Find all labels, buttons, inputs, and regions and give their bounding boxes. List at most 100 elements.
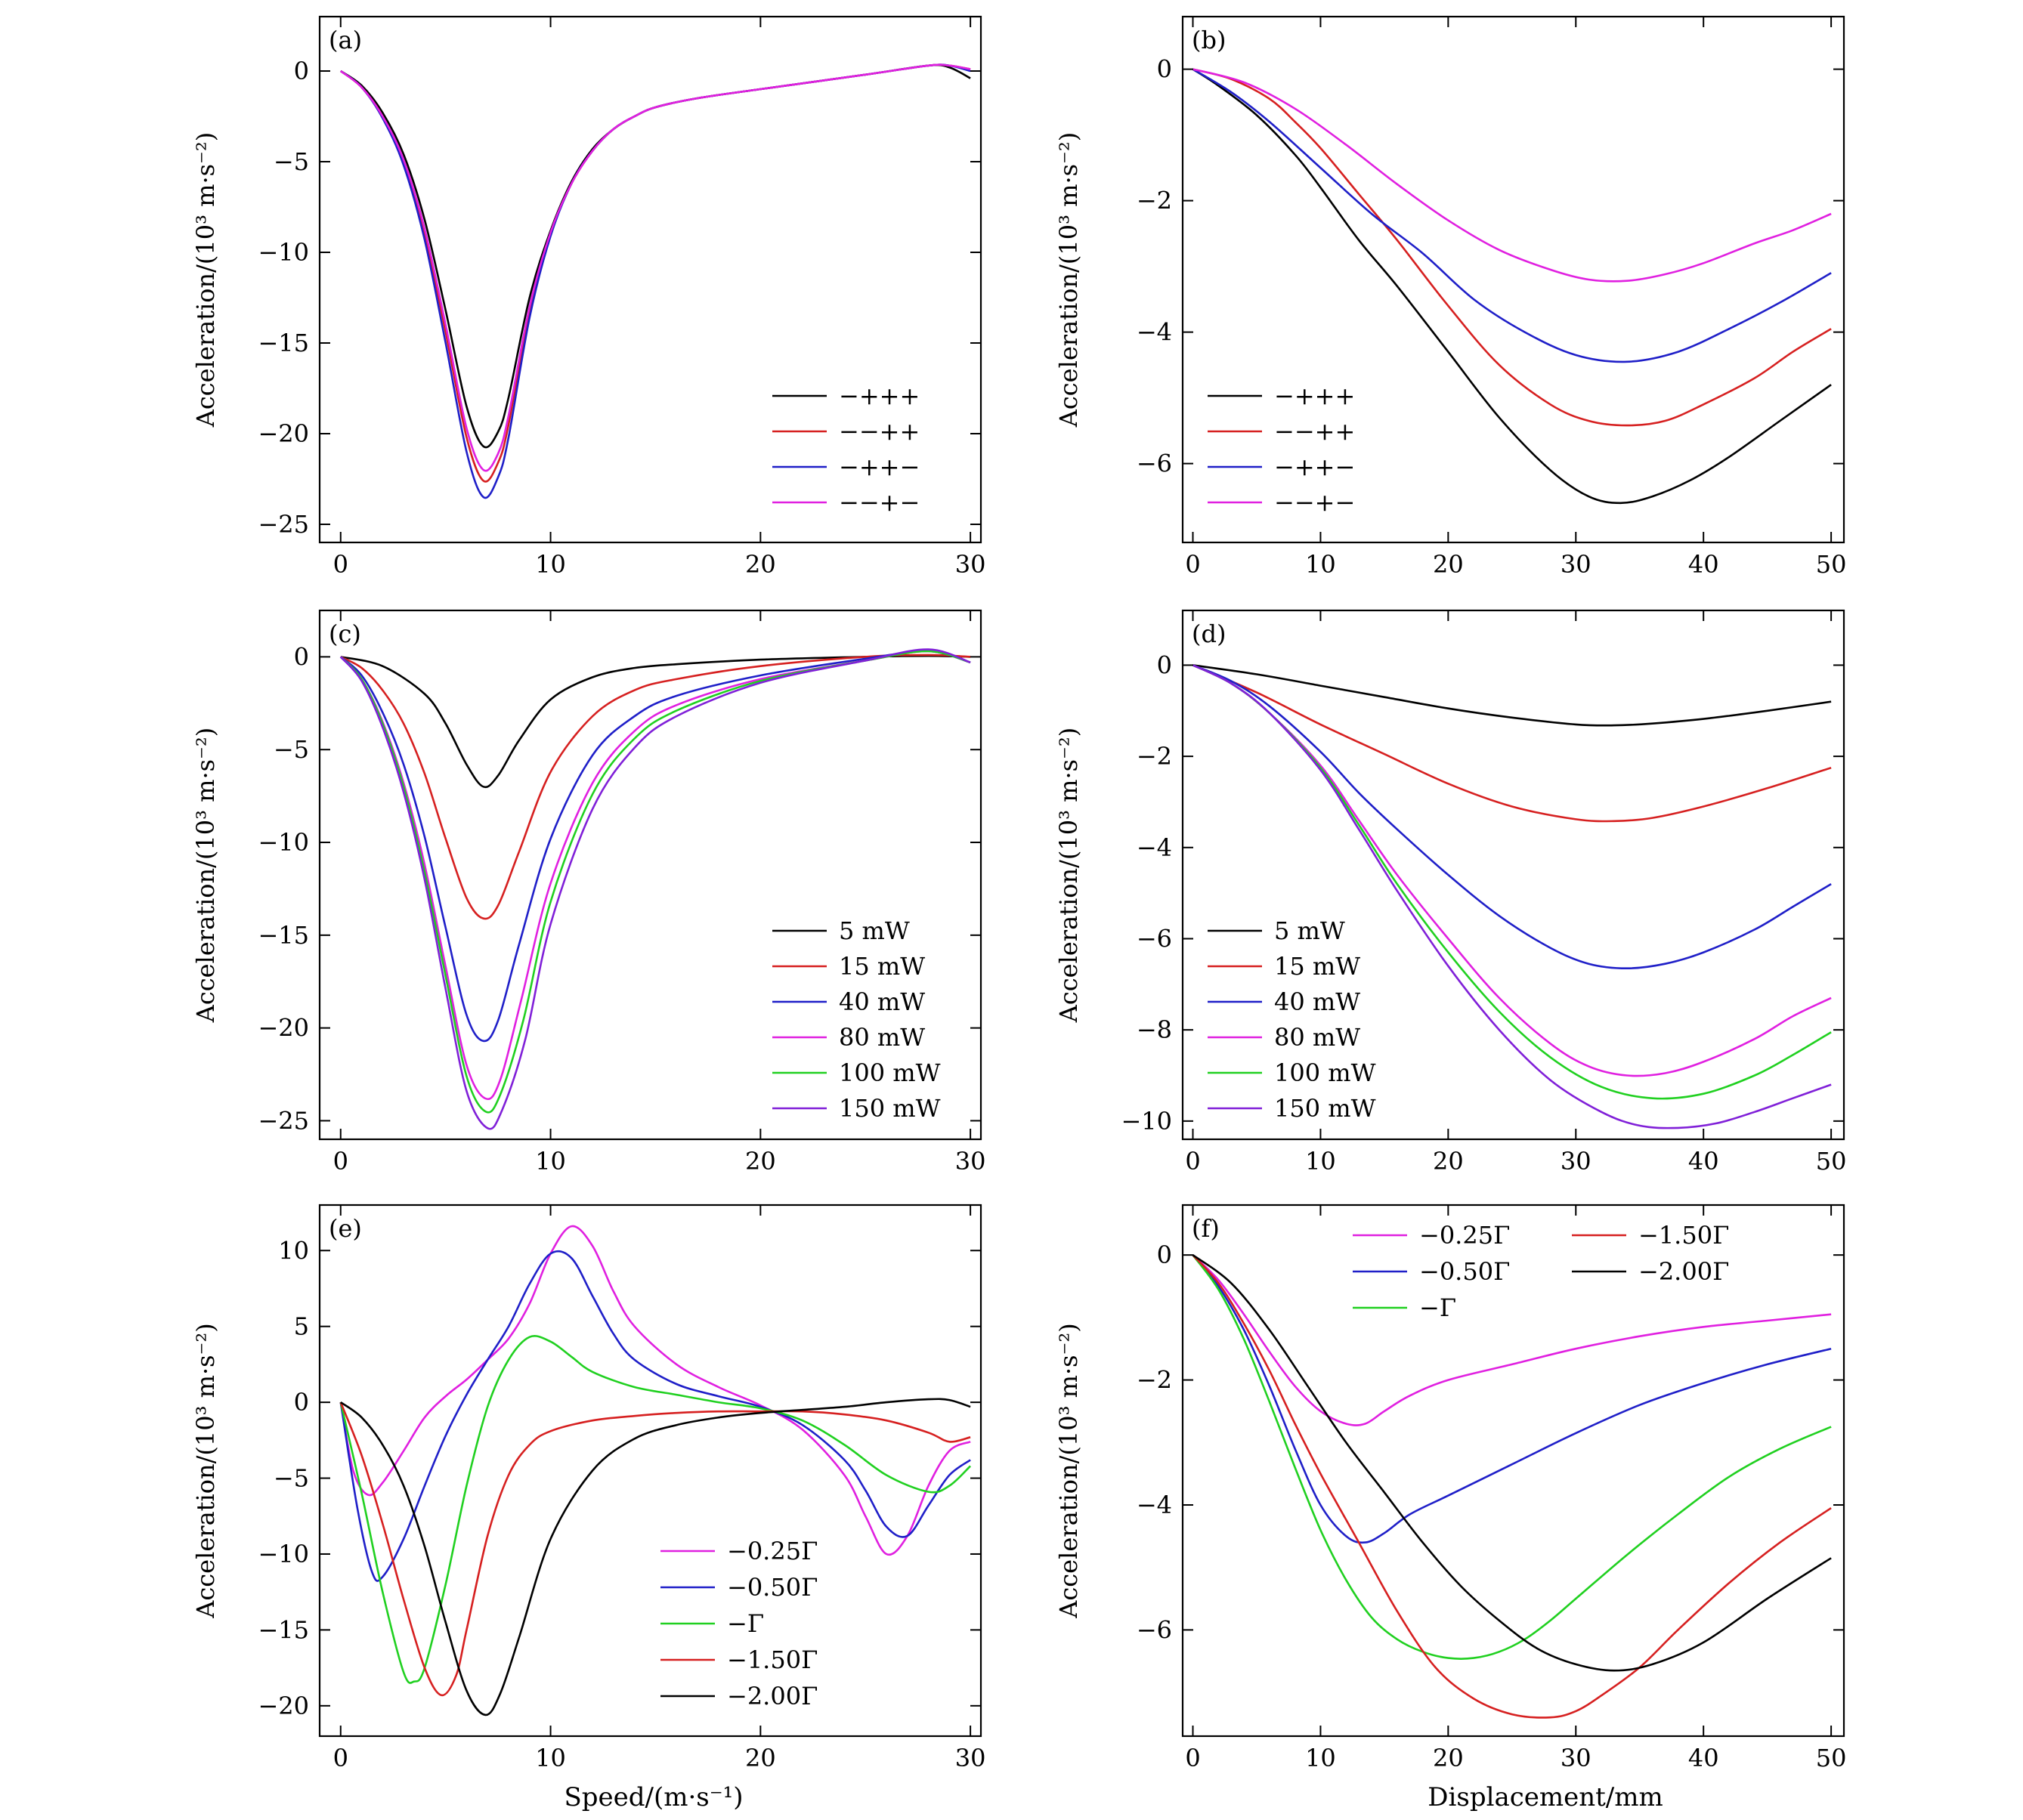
legend-entry: −+++ bbox=[839, 382, 920, 410]
y-tick-label: −20 bbox=[258, 419, 309, 448]
y-axis-label: Acceleration/(10³ m·s⁻²) bbox=[1054, 132, 1083, 428]
y-tick-label: −20 bbox=[258, 1014, 309, 1043]
legend-entry: −0.25Γ bbox=[1419, 1221, 1510, 1250]
y-tick-label: −2 bbox=[1137, 742, 1172, 771]
legend-entry: 40 mW bbox=[839, 987, 925, 1016]
y-tick-label: −5 bbox=[274, 735, 309, 764]
series-line-e-2 bbox=[339, 1335, 972, 1684]
x-tick-label: 30 bbox=[955, 550, 986, 579]
series-line-c-1 bbox=[340, 654, 971, 920]
panel-label: (c) bbox=[329, 620, 361, 648]
legend-entry: −−+− bbox=[1274, 488, 1355, 517]
y-tick-label: 0 bbox=[294, 57, 309, 85]
y-tick-label: −4 bbox=[1137, 833, 1172, 862]
series-line-f-0 bbox=[1192, 1254, 1832, 1426]
legend-entry: 80 mW bbox=[1274, 1023, 1360, 1052]
y-tick-label: −8 bbox=[1137, 1015, 1172, 1044]
y-tick-label: −15 bbox=[258, 1615, 309, 1644]
legend-entry: −0.25Γ bbox=[727, 1537, 818, 1565]
panel-f: 0 10 20 30 40 50 0 −2 −4 −6 Acceleration/(10³ m·s⁻… bbox=[1054, 1204, 1846, 1772]
y-tick-label: 0 bbox=[294, 642, 309, 671]
series-line-c-4 bbox=[339, 650, 971, 1114]
legend-entry: −−++ bbox=[1274, 417, 1355, 446]
series-line-c-2 bbox=[339, 650, 971, 1043]
series-line-e-4 bbox=[340, 1398, 971, 1716]
y-tick-label: −15 bbox=[258, 329, 309, 357]
series-line-e-1 bbox=[339, 1250, 971, 1582]
x-tick-label: 40 bbox=[1688, 1147, 1719, 1176]
panel-b: 0 10 20 30 40 50 0 −2 −4 −6 Acceleration/(10³ m·s⁻… bbox=[1054, 15, 1847, 579]
legend: −+++ −−++ −++− −−+− bbox=[1208, 382, 1355, 517]
panel-label: (f) bbox=[1192, 1214, 1220, 1243]
y-tick-label: 0 bbox=[1157, 1241, 1172, 1269]
y-tick-label: −5 bbox=[274, 147, 309, 176]
series-group bbox=[1192, 664, 1832, 1129]
panel-label: (b) bbox=[1192, 26, 1226, 54]
series-line-d-5 bbox=[1192, 664, 1832, 1129]
panel-label: (a) bbox=[329, 26, 362, 54]
x-tick-label: 30 bbox=[1561, 1744, 1591, 1772]
series-line-f-4 bbox=[1192, 1254, 1832, 1672]
series-line-b-2 bbox=[1192, 68, 1832, 363]
y-tick-label: 5 bbox=[294, 1312, 309, 1341]
y-tick-label: −2 bbox=[1137, 187, 1172, 215]
y-tick-label: −6 bbox=[1137, 1615, 1172, 1644]
legend-entry: −2.00Γ bbox=[1638, 1257, 1729, 1286]
x-tick-label: 20 bbox=[1433, 1147, 1464, 1176]
legend-entry: −Γ bbox=[1419, 1293, 1456, 1322]
x-tick-label: 10 bbox=[535, 1147, 566, 1176]
legend-entry: −++− bbox=[1274, 453, 1355, 481]
x-tick-label: 20 bbox=[745, 1744, 776, 1772]
legend-entry: −0.50Γ bbox=[1419, 1257, 1510, 1286]
panel-d: 0 10 20 30 40 50 0 −2 −4 −6 −8 −10 Acceleration/(10³… bbox=[1054, 609, 1847, 1176]
y-axis-label: Acceleration/(10³ m·s⁻²) bbox=[191, 728, 220, 1024]
plot-frame bbox=[1181, 1204, 1845, 1738]
y-tick-label: −10 bbox=[258, 1540, 309, 1568]
legend-entry: 100 mW bbox=[839, 1058, 941, 1087]
series-line-c-0 bbox=[340, 654, 971, 789]
series-line-f-1 bbox=[1192, 1254, 1832, 1544]
x-tick-label: 40 bbox=[1688, 1744, 1719, 1772]
x-tick-label: 10 bbox=[1305, 1744, 1336, 1772]
y-axis-label: Acceleration/(10³ m·s⁻²) bbox=[1054, 728, 1083, 1024]
series-group bbox=[339, 648, 971, 1130]
x-tick-label: 50 bbox=[1816, 1147, 1847, 1176]
series-line-f-3 bbox=[1192, 1254, 1832, 1719]
y-tick-label: −25 bbox=[258, 1106, 309, 1135]
legend-entry: −1.50Γ bbox=[1638, 1221, 1729, 1250]
legend-entry: −++− bbox=[839, 453, 920, 481]
series-line-d-0 bbox=[1192, 664, 1832, 727]
x-tick-label: 20 bbox=[745, 1147, 776, 1176]
y-tick-label: 0 bbox=[294, 1388, 309, 1417]
series-group bbox=[339, 1225, 972, 1716]
series-line-d-2 bbox=[1192, 664, 1832, 970]
plot-frame bbox=[1181, 15, 1845, 544]
y-tick-label: −15 bbox=[258, 921, 309, 950]
panel-label: (e) bbox=[329, 1214, 362, 1243]
x-tick-label: 30 bbox=[1561, 1147, 1591, 1176]
legend: 5 mW 15 mW 40 mW 80 mW 100 mW 150 mW bbox=[1208, 916, 1376, 1123]
y-tick-label: −6 bbox=[1137, 450, 1172, 478]
x-tick-label: 0 bbox=[333, 550, 348, 579]
panel-c: 0 10 20 30 0 −5 −10 −15 −20 −25 Acceleration/(10³ … bbox=[191, 609, 985, 1176]
panel-label: (d) bbox=[1192, 620, 1226, 648]
series-group bbox=[1192, 68, 1832, 505]
x-tick-label: 0 bbox=[333, 1744, 348, 1772]
y-tick-label: 10 bbox=[278, 1236, 309, 1265]
legend-entry: 15 mW bbox=[1274, 952, 1360, 981]
y-axis-label: Acceleration/(10³ m·s⁻²) bbox=[191, 132, 220, 428]
x-tick-label: 50 bbox=[1816, 550, 1847, 579]
y-tick-label: −6 bbox=[1137, 924, 1172, 953]
series-line-d-1 bbox=[1192, 664, 1832, 823]
series-group bbox=[339, 63, 971, 499]
plot-frame bbox=[318, 609, 982, 1141]
legend-entry: −−++ bbox=[839, 417, 920, 446]
x-tick-label: 0 bbox=[1185, 1147, 1200, 1176]
y-tick-label: −5 bbox=[274, 1464, 309, 1493]
y-tick-label: 0 bbox=[1157, 55, 1172, 84]
x-tick-label: 10 bbox=[1305, 550, 1336, 579]
series-line-c-5 bbox=[339, 648, 971, 1130]
y-tick-label: −20 bbox=[258, 1692, 309, 1720]
legend-entry: −−+− bbox=[839, 488, 920, 517]
